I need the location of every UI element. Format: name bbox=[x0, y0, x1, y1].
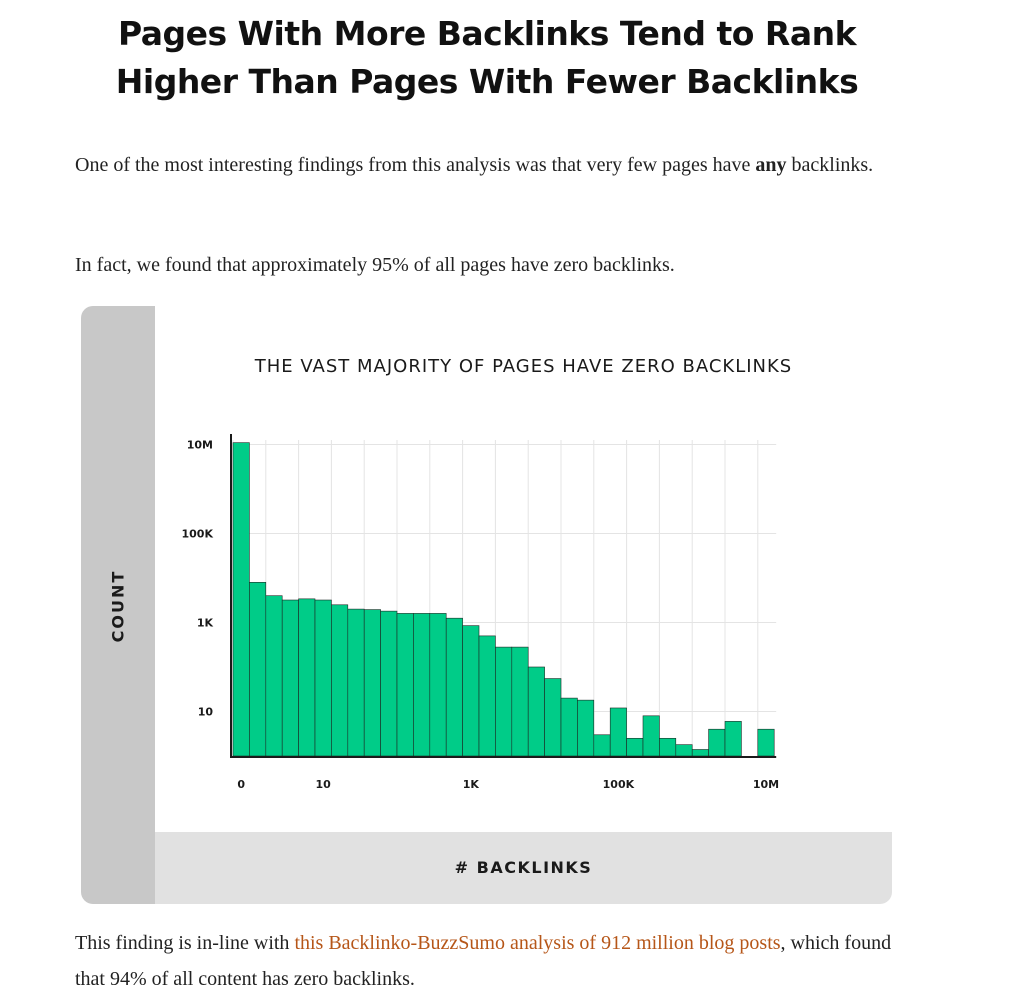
histogram-bar bbox=[609, 707, 627, 757]
x-tick-label: 1K bbox=[463, 778, 480, 791]
buzzsumo-analysis-link[interactable]: this Backlinko-BuzzSumo analysis of 912 … bbox=[294, 932, 781, 954]
histogram-bar bbox=[478, 635, 496, 757]
histogram-bar bbox=[642, 715, 660, 757]
paragraph-1-end: backlinks. bbox=[786, 154, 874, 176]
x-axis-title: # BACKLINKS bbox=[454, 858, 593, 877]
histogram-bar bbox=[675, 744, 693, 757]
histogram-bar bbox=[347, 608, 365, 757]
article-heading: Pages With More Backlinks Tend to Rank H… bbox=[40, 10, 934, 106]
heading-line-2: Higher Than Pages With Fewer Backlinks bbox=[115, 62, 859, 101]
histogram-bar bbox=[724, 721, 742, 757]
histogram-bar bbox=[691, 749, 709, 757]
histogram-bar bbox=[380, 610, 398, 757]
histogram-bar bbox=[445, 617, 463, 757]
x-tick-label: 100K bbox=[603, 778, 635, 791]
histogram-bar bbox=[232, 442, 250, 757]
y-tick-label: 10 bbox=[198, 706, 214, 719]
histogram-bar bbox=[708, 728, 726, 757]
histogram-bar bbox=[396, 613, 414, 757]
chart-title: THE VAST MAJORITY OF PAGES HAVE ZERO BAC… bbox=[254, 356, 793, 377]
histogram-bar bbox=[626, 737, 644, 757]
paragraph-3-text: This finding is in-line with bbox=[75, 932, 295, 954]
histogram-bar bbox=[577, 699, 595, 757]
histogram-bar bbox=[527, 666, 545, 757]
x-tick-label: 0 bbox=[237, 778, 245, 791]
histogram-bar bbox=[298, 598, 316, 757]
histogram-plot: 10 1K 100K 10M 0 10 1K 100K 10M bbox=[182, 434, 779, 791]
histogram-bar bbox=[495, 646, 513, 757]
y-tick-label: 10M bbox=[187, 439, 213, 452]
histogram-bar bbox=[429, 613, 447, 757]
x-tick-label: 10 bbox=[316, 778, 332, 791]
histogram-bar bbox=[265, 595, 283, 757]
heading-line-1: Pages With More Backlinks Tend to Rank bbox=[117, 14, 857, 53]
paragraph-3-end: , which found that 94% of all content ha… bbox=[75, 932, 892, 990]
paragraph-2: In fact, we found that approximately 95%… bbox=[75, 254, 675, 276]
y-tick-label: 100K bbox=[182, 528, 214, 541]
paragraph-3: This finding is in-line with this Backli… bbox=[75, 925, 915, 997]
histogram-bar bbox=[363, 609, 381, 757]
x-tick-label: 10M bbox=[753, 778, 779, 791]
histogram-bar bbox=[757, 728, 775, 757]
histogram-bar bbox=[659, 737, 677, 757]
x-axis-band bbox=[155, 832, 892, 904]
histogram-bar bbox=[544, 678, 562, 757]
histogram-bar bbox=[314, 599, 332, 757]
paragraph-1-bold: any bbox=[755, 154, 787, 176]
paragraph-1-text: One of the most interesting findings fro… bbox=[75, 154, 756, 176]
histogram-bar bbox=[560, 697, 578, 757]
histogram-bar bbox=[511, 646, 529, 757]
histogram-bar bbox=[249, 582, 267, 757]
histogram-bar bbox=[593, 734, 611, 757]
histogram-bar bbox=[331, 604, 349, 757]
y-tick-label: 1K bbox=[197, 617, 214, 630]
paragraph-1: One of the most interesting findings fro… bbox=[75, 147, 915, 183]
y-axis-band bbox=[81, 306, 155, 904]
histogram-bar bbox=[462, 625, 480, 757]
histogram-bar bbox=[413, 613, 431, 757]
chart-figure: COUNT # BACKLINKS THE VAST MAJORITY OF P… bbox=[81, 306, 892, 904]
histogram-bar bbox=[281, 599, 299, 757]
